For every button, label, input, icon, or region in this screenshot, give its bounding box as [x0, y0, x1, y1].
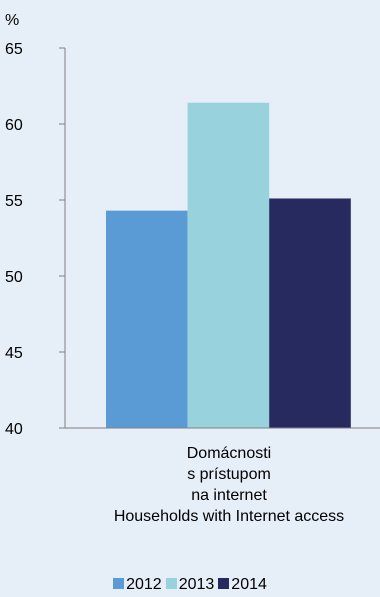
legend-label: 2012 — [126, 576, 162, 593]
y-tick-label: 60 — [5, 117, 23, 134]
y-tick-label: 45 — [5, 345, 23, 362]
legend-label: 2014 — [231, 576, 267, 593]
bars — [106, 102, 351, 428]
legend-item-2014: 2014 — [218, 576, 267, 594]
legend-swatch — [218, 578, 230, 589]
bar-2013 — [187, 102, 270, 428]
y-tick-label: 65 — [5, 41, 23, 58]
y-tick-label: 50 — [5, 269, 23, 286]
y-axis-ticks: 40 45 50 55 60 65 — [5, 41, 65, 438]
legend-item-2013: 2013 — [165, 576, 215, 594]
legend-swatch — [165, 578, 177, 589]
y-tick-label: 40 — [5, 421, 23, 438]
bar-2014 — [269, 198, 351, 428]
bar-chart: % 40 45 50 55 60 65 Domácnosti s prístupom na i… — [5, 12, 380, 525]
bar-2012 — [106, 210, 188, 428]
category-label-line: na internet — [191, 487, 267, 504]
y-unit-label: % — [5, 12, 19, 29]
category-label-line: s prístupom — [187, 466, 271, 483]
legend-label: 2013 — [178, 576, 215, 593]
y-tick-label: 55 — [5, 193, 23, 210]
legend-item-2012: 2012 — [113, 576, 162, 594]
category-labels: Domácnosti s prístupom na internet Househol… — [114, 445, 344, 525]
legend: 2012 2013 2014 — [0, 576, 380, 594]
category-label-line: Households with Internet access — [114, 508, 344, 525]
category-label-line: Domácnosti — [187, 445, 271, 462]
legend-swatch — [113, 578, 125, 589]
